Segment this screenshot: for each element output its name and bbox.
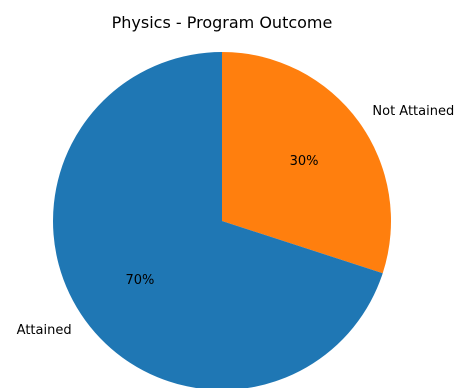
pie-category-label-attained: Attained [17, 323, 72, 338]
pie-slices [53, 52, 391, 388]
pie-percent-label-not-attained: 30% [290, 154, 319, 169]
pie-slice-not-attained [222, 52, 391, 274]
pie-labels: 30% Not Attained 70% Attained [17, 104, 455, 338]
chart-title: Physics - Program Outcome [112, 13, 333, 32]
pie-slice-attained [53, 52, 383, 388]
pie-category-label-not-attained: Not Attained [372, 104, 454, 119]
pie-percent-label-attained: 70% [126, 273, 155, 288]
